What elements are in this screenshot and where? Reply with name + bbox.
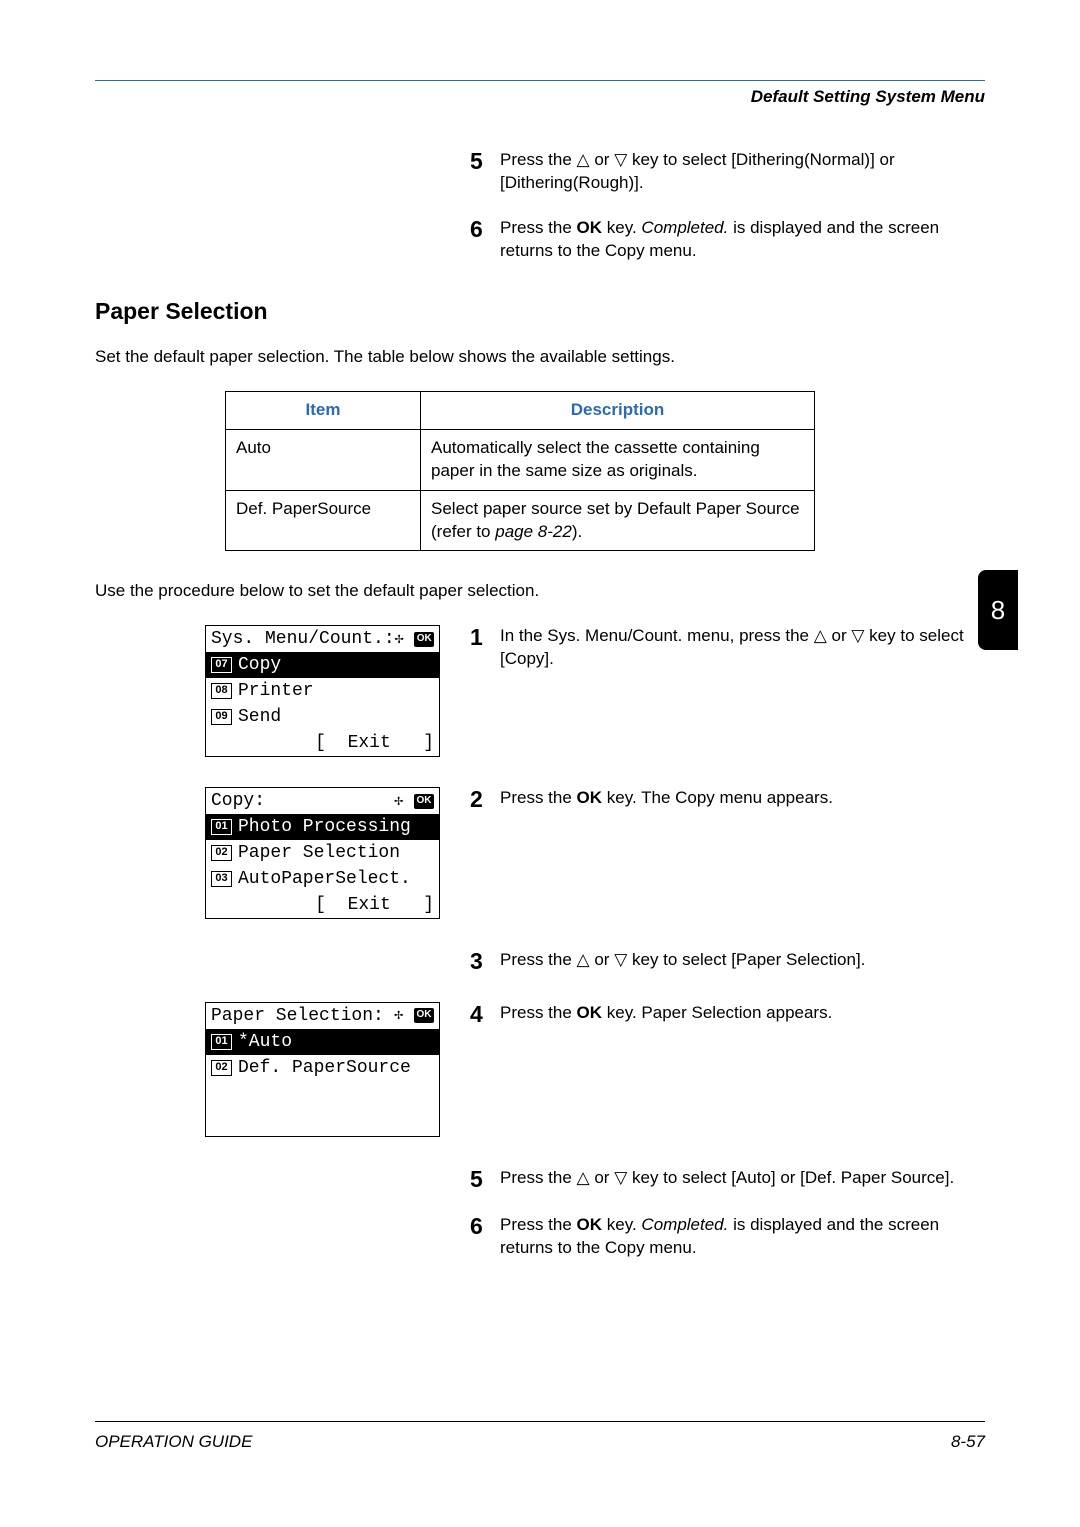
step-row: 1 In the Sys. Menu/Count. menu, press th…	[470, 625, 985, 671]
footer-right: 8-57	[951, 1432, 985, 1452]
item-num: 01	[211, 819, 232, 835]
lcd-screen-copy: Copy: ✢ OK 01 Photo Processing 02 Paper Se…	[205, 787, 440, 919]
lcd-screen-paper: Paper Selection: ✢ OK 01 *Auto 02 Def. Pap…	[205, 1002, 440, 1137]
item-num: 02	[211, 1060, 232, 1076]
step-text: In the Sys. Menu/Count. menu, press the …	[500, 625, 985, 671]
step-number: 6	[470, 217, 500, 242]
step-text: Press the OK key. Paper Selection appear…	[500, 1002, 985, 1025]
step-text: Press the OK key. Completed. is displaye…	[500, 217, 985, 263]
table-cell: Select paper source set by Default Paper…	[421, 490, 815, 551]
item-label: Photo Processing	[238, 814, 411, 840]
nav-arrows-icon: ✢	[395, 629, 404, 651]
step-text: Press the △ or ▽ key to select [Ditherin…	[500, 149, 985, 195]
item-label: *Auto	[238, 1029, 292, 1055]
procedure-row: Copy: ✢ OK 01 Photo Processing 02 Paper Se…	[95, 787, 985, 919]
page-content: Default Setting System Menu 5 Press the …	[95, 80, 985, 1282]
item-num: 03	[211, 871, 232, 887]
table-row: Auto Automatically select the cassette c…	[226, 429, 815, 490]
ok-icon: OK	[414, 632, 434, 647]
table-header: Item	[226, 391, 421, 429]
step-row: 5 Press the △ or ▽ key to select [Dither…	[470, 149, 985, 195]
chapter-tab: 8	[978, 570, 1018, 650]
item-num: 09	[211, 709, 232, 725]
step-text: Press the OK key. Completed. is displaye…	[500, 1214, 985, 1260]
lcd-item: 07 Copy	[206, 652, 439, 678]
item-num: 01	[211, 1034, 232, 1050]
item-num: 07	[211, 657, 232, 673]
step-row: 3 Press the △ or ▽ key to select [Paper …	[470, 949, 985, 974]
item-label: Paper Selection	[238, 840, 400, 866]
step-row: 6 Press the OK key. Completed. is displa…	[470, 1214, 985, 1260]
step-row: 4 Press the OK key. Paper Selection appe…	[470, 1002, 985, 1027]
lcd-title-row: Sys. Menu/Count.: ✢ OK	[206, 626, 439, 652]
nav-arrows-icon: ✢	[394, 791, 403, 813]
lcd-item: 03 AutoPaperSelect.	[206, 866, 439, 892]
header-rule	[95, 80, 985, 81]
footer-rule	[95, 1421, 985, 1422]
table-cell: Automatically select the cassette contai…	[421, 429, 815, 490]
step-number: 3	[470, 949, 500, 974]
lcd-item: 09 Send	[206, 704, 439, 730]
lcd-item: 08 Printer	[206, 678, 439, 704]
item-label: AutoPaperSelect.	[238, 866, 411, 892]
procedure-row: 5 Press the △ or ▽ key to select [Auto] …	[95, 1167, 985, 1282]
lcd-item: 01 Photo Processing	[206, 814, 439, 840]
lcd-screen-sys: Sys. Menu/Count.: ✢ OK 07Copy 08Printer …	[205, 625, 440, 757]
lcd-title: Sys. Menu/Count.:	[211, 626, 395, 652]
step-number: 1	[470, 625, 500, 650]
table-cell: Auto	[226, 429, 421, 490]
item-label: Send	[238, 704, 281, 730]
lcd-item: 02 Def. PaperSource	[206, 1055, 439, 1081]
section-heading: Paper Selection	[95, 298, 985, 325]
nav-arrows-icon: ✢	[394, 1005, 403, 1027]
ok-icon: OK	[414, 1008, 434, 1023]
page-footer: OPERATION GUIDE 8-57	[95, 1421, 985, 1452]
item-label: Def. PaperSource	[238, 1055, 411, 1081]
step-row: 5 Press the △ or ▽ key to select [Auto] …	[470, 1167, 985, 1192]
item-label: Printer	[238, 678, 314, 704]
header-title: Default Setting System Menu	[95, 87, 985, 107]
lcd-title-row: Paper Selection: ✢ OK	[206, 1003, 439, 1029]
step-number: 5	[470, 1167, 500, 1192]
procedure-row: Paper Selection: ✢ OK 01 *Auto 02 Def. Pap…	[95, 1002, 985, 1137]
step-text: Press the △ or ▽ key to select [Auto] or…	[500, 1167, 985, 1190]
step-row: 2 Press the OK key. The Copy menu appear…	[470, 787, 985, 812]
after-table-text: Use the procedure below to set the defau…	[95, 581, 985, 601]
step-text: Press the OK key. The Copy menu appears.	[500, 787, 985, 810]
pre-steps: 5 Press the △ or ▽ key to select [Dither…	[470, 149, 985, 263]
procedure-row: 3 Press the △ or ▽ key to select [Paper …	[95, 949, 985, 996]
section-intro: Set the default paper selection. The tab…	[95, 347, 985, 367]
settings-table: Item Description Auto Automatically sele…	[225, 391, 815, 552]
step-number: 5	[470, 149, 500, 174]
lcd-item: 02 Paper Selection	[206, 840, 439, 866]
footer-left: OPERATION GUIDE	[95, 1432, 252, 1452]
procedure-row: Sys. Menu/Count.: ✢ OK 07Copy 08Printer …	[95, 625, 985, 757]
lcd-title: Paper Selection:	[211, 1003, 384, 1029]
item-num: 08	[211, 683, 232, 699]
step-number: 2	[470, 787, 500, 812]
lcd-item: 01 *Auto	[206, 1029, 439, 1055]
step-number: 4	[470, 1002, 500, 1027]
table-row: Def. PaperSource Select paper source set…	[226, 490, 815, 551]
lcd-title: Copy:	[211, 788, 265, 814]
item-label: Copy	[238, 652, 281, 678]
lcd-footer: [ Exit ]	[206, 892, 439, 918]
item-num: 02	[211, 845, 232, 861]
table-cell: Def. PaperSource	[226, 490, 421, 551]
lcd-footer: [ Exit ]	[206, 730, 439, 756]
step-number: 6	[470, 1214, 500, 1239]
step-text: Press the △ or ▽ key to select [Paper Se…	[500, 949, 985, 972]
ok-icon: OK	[414, 794, 434, 809]
step-row: 6 Press the OK key. Completed. is displa…	[470, 217, 985, 263]
lcd-title-row: Copy: ✢ OK	[206, 788, 439, 814]
table-header: Description	[421, 391, 815, 429]
